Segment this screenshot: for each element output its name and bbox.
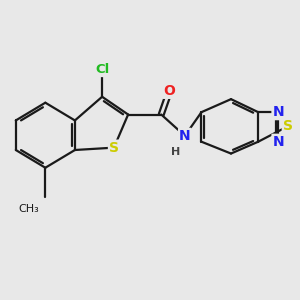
Text: N: N <box>272 105 284 119</box>
Text: S: S <box>109 141 119 154</box>
Text: O: O <box>164 84 175 98</box>
Text: Cl: Cl <box>95 63 109 76</box>
Text: N: N <box>179 129 191 143</box>
Text: N: N <box>272 135 284 149</box>
Text: H: H <box>171 147 181 157</box>
Text: CH₃: CH₃ <box>18 204 39 214</box>
Text: S: S <box>283 119 293 133</box>
